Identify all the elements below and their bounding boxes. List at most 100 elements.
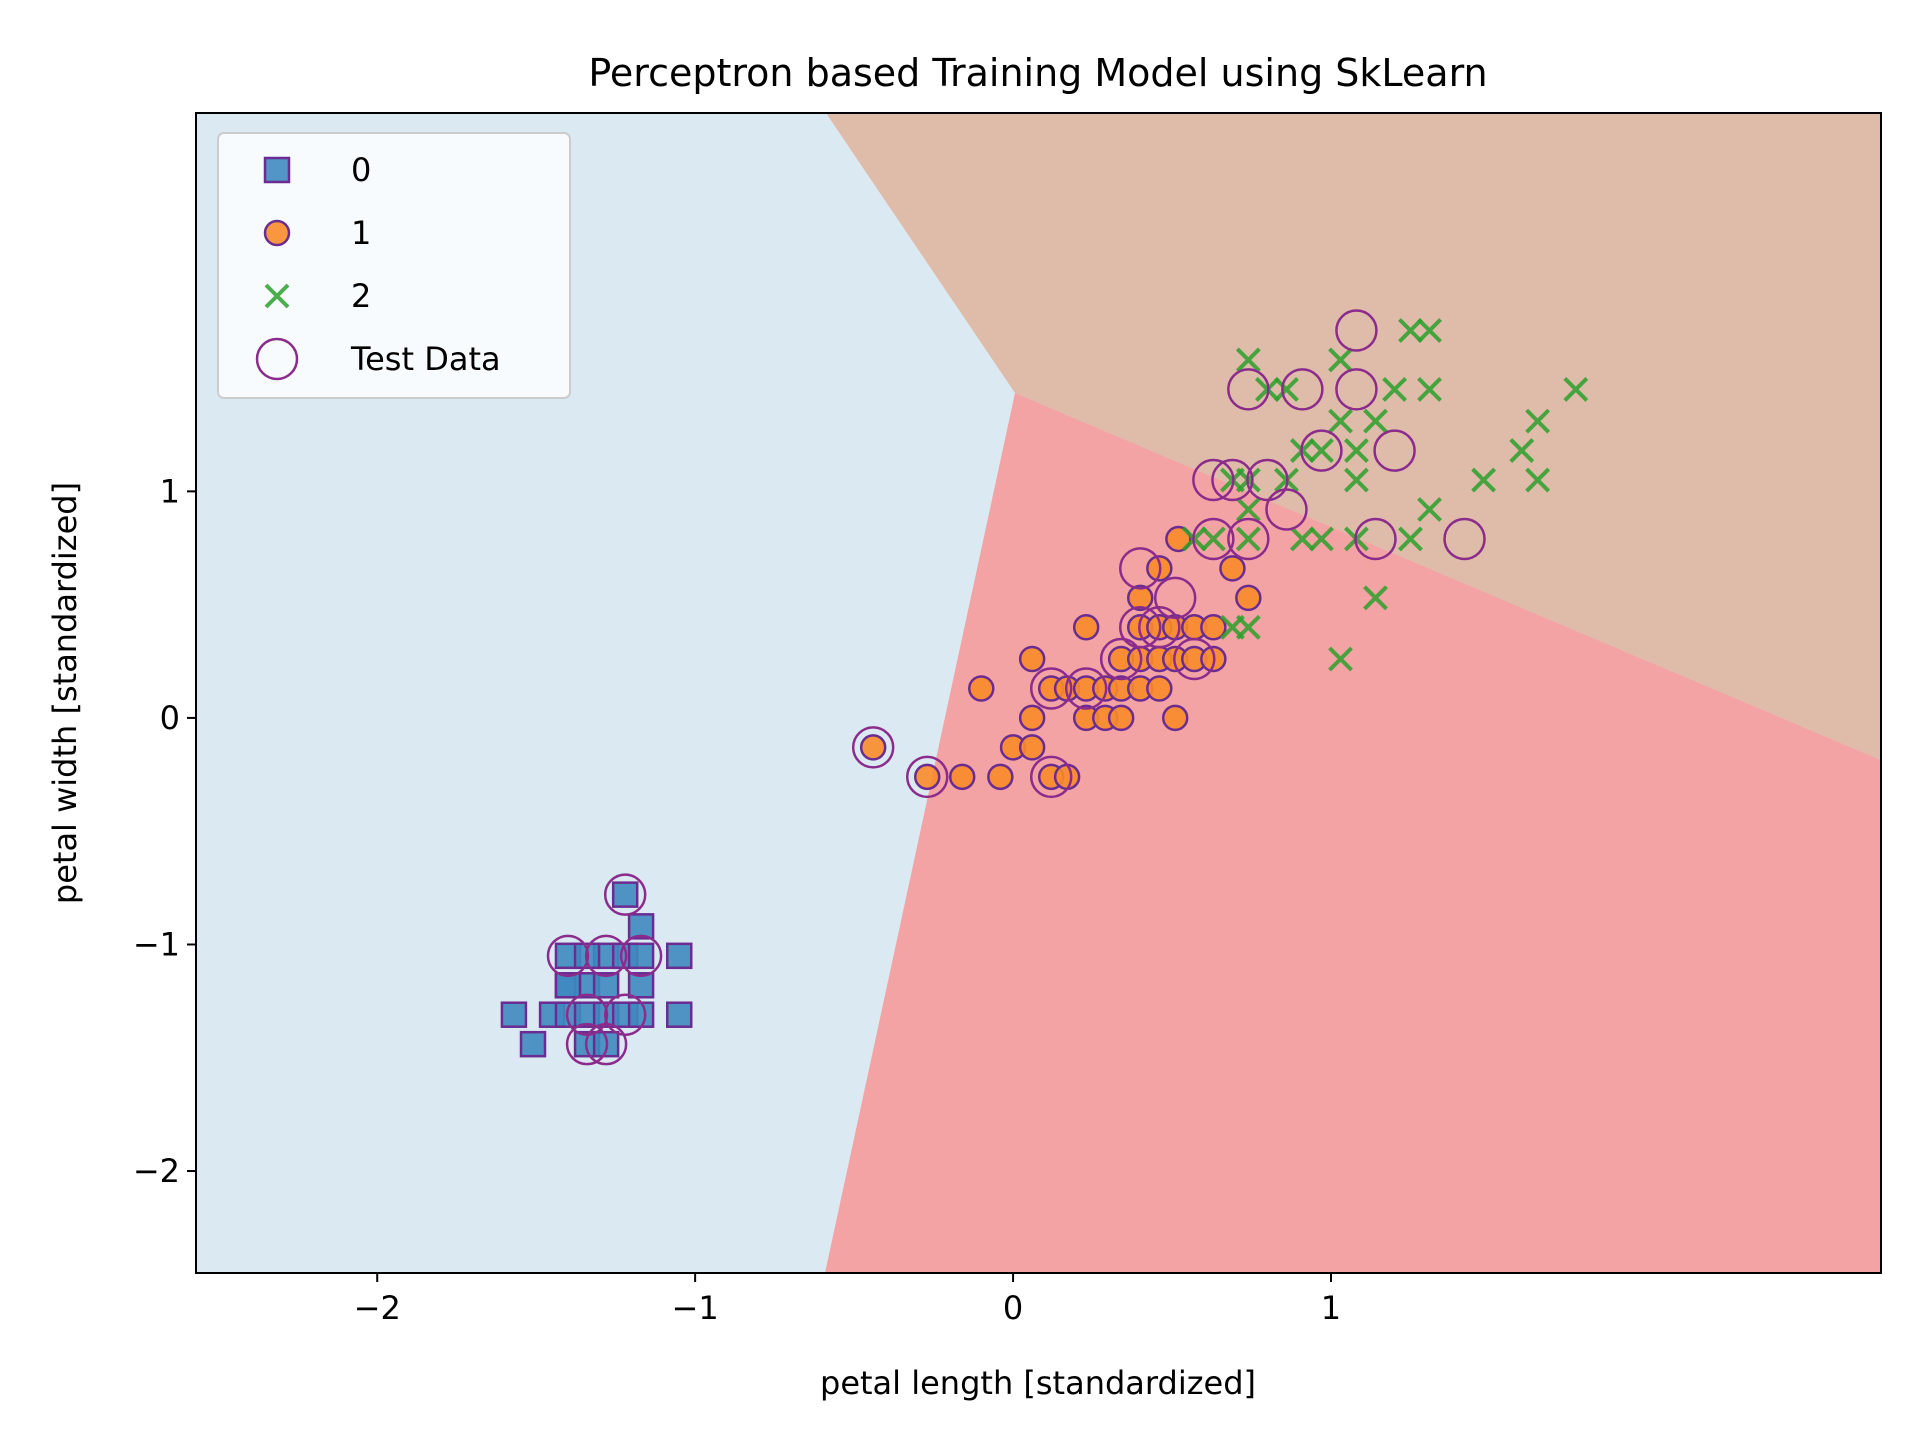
test-data-marker (1354, 517, 1397, 561)
data-point-class-2 (1235, 497, 1261, 522)
y-tick-label: −2 (133, 1152, 180, 1190)
test-data-marker (1029, 667, 1073, 710)
test-data-marker (1118, 547, 1162, 590)
data-point-class-2 (1274, 376, 1299, 402)
data-point-class-2 (1235, 347, 1261, 373)
data-point-class-2 (1363, 408, 1388, 434)
test-data-marker (1099, 637, 1143, 681)
legend-marker (255, 337, 299, 381)
test-data-marker (1064, 667, 1108, 710)
data-point-class-2 (1235, 526, 1261, 552)
x-axis: −2 −1 0 1 (354, 1273, 1341, 1327)
y-tick-label: 0 (160, 699, 180, 737)
test-data-marker (1227, 368, 1270, 411)
test-data-marker (1173, 637, 1216, 681)
data-point-class-2 (1363, 585, 1388, 611)
region-class-2 (826, 113, 1881, 760)
data-point-class-1 (1200, 614, 1227, 641)
data-point-class-2 (1328, 408, 1353, 434)
test-data-marker (603, 873, 647, 916)
test-data-marker (565, 1022, 609, 1066)
y-axis: −2 −1 0 1 (133, 472, 196, 1190)
test-data-marker (1118, 606, 1162, 649)
x-tick-label: 0 (1003, 1289, 1023, 1327)
data-point-class-2 (1200, 526, 1226, 552)
data-point-class-1 (968, 675, 995, 702)
data-point-class-2 (1398, 318, 1423, 343)
data-point-class-0 (611, 881, 639, 908)
test-data-marker (584, 1022, 628, 1066)
data-point-class-0 (627, 942, 655, 970)
x-tick-label: −1 (672, 1289, 719, 1327)
data-point-class-1 (1072, 614, 1100, 641)
data-point-class-1 (1053, 763, 1081, 791)
x-tick-label: −2 (354, 1289, 401, 1327)
y-tick-label: 1 (160, 472, 180, 510)
data-point-class-0 (627, 913, 655, 940)
data-point-class-1 (987, 763, 1014, 791)
data-point-class-0 (500, 1001, 528, 1028)
data-point-class-1 (1235, 584, 1262, 612)
test-data-marker (1192, 517, 1235, 561)
data-point-class-1 (1018, 645, 1046, 673)
data-point-class-1 (948, 763, 976, 791)
test-data-marker (1153, 576, 1197, 620)
data-point-class-0 (554, 972, 582, 999)
legend-marker (263, 156, 291, 184)
legend-box (217, 132, 571, 399)
data-point-class-2 (1525, 467, 1551, 493)
test-data-marker (1281, 368, 1324, 411)
test-data-marker (1300, 429, 1343, 472)
data-point-class-2 (1328, 347, 1353, 373)
legend-label: 2 (351, 277, 371, 315)
data-point-class-1 (1165, 525, 1192, 553)
y-axis-label: petal width [standardized] (46, 482, 84, 904)
test-data-marker (851, 726, 895, 769)
data-point-class-0 (519, 1030, 547, 1058)
data-point-class-2 (1417, 376, 1442, 402)
test-data-marker (1211, 458, 1254, 502)
data-point-class-2 (1417, 497, 1442, 522)
data-point-class-0 (627, 1001, 655, 1028)
data-point-class-2 (1398, 526, 1423, 552)
plot-frame (195, 112, 1882, 1274)
data-point-class-2 (1471, 467, 1497, 493)
data-point-class-1 (1018, 704, 1046, 732)
data-point-class-2 (1563, 376, 1589, 402)
test-data-marker (1443, 517, 1486, 561)
x-axis-label: petal length [standardized] (820, 1364, 1256, 1402)
y-tick-label: −1 (133, 925, 180, 963)
decision-regions (196, 113, 1881, 1273)
legend-marker (264, 283, 290, 309)
data-point-class-0 (592, 972, 620, 999)
data-points (500, 309, 1589, 1066)
test-data-marker (1265, 488, 1308, 531)
data-point-class-1 (1219, 555, 1246, 582)
x-tick-label: 1 (1321, 1289, 1341, 1327)
data-point-class-1 (1161, 704, 1189, 732)
data-point-class-2 (1328, 646, 1353, 672)
test-data-marker (584, 934, 628, 978)
legend-marker (263, 219, 291, 247)
data-point-class-1 (1107, 704, 1135, 732)
test-data-marker (565, 993, 609, 1036)
test-data-marker (1335, 309, 1378, 352)
test-data-marker (603, 993, 647, 1036)
data-point-class-2 (1289, 526, 1315, 552)
data-point-class-1 (859, 734, 887, 761)
data-point-class-1 (1126, 584, 1154, 612)
test-data-marker (1029, 755, 1073, 799)
data-point-class-2 (1309, 438, 1334, 463)
test-data-marker (1246, 458, 1289, 502)
legend-label: Test Data (350, 340, 501, 378)
data-point-class-2 (1525, 408, 1551, 434)
data-point-class-2 (1344, 438, 1369, 463)
legend-label: 1 (351, 214, 371, 252)
test-data-marker (1373, 429, 1416, 472)
test-data-marker (1335, 368, 1378, 411)
legend: 0 1 2 Test Data (217, 132, 571, 399)
test-data-marker (1227, 517, 1270, 561)
test-data-marker (1192, 458, 1235, 502)
data-point-class-1 (913, 763, 941, 791)
